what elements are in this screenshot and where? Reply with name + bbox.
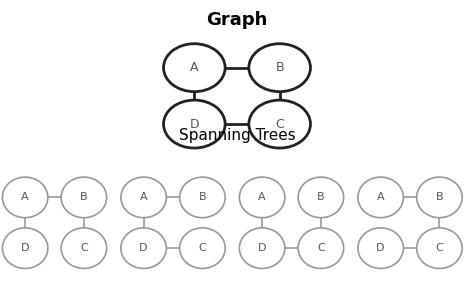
Ellipse shape: [61, 177, 107, 218]
Text: A: A: [190, 61, 199, 74]
Text: Graph: Graph: [206, 11, 268, 29]
Ellipse shape: [417, 177, 462, 218]
Text: B: B: [436, 192, 443, 202]
Text: B: B: [317, 192, 325, 202]
Ellipse shape: [2, 228, 48, 268]
Text: D: D: [376, 243, 385, 253]
Text: C: C: [436, 243, 443, 253]
Text: C: C: [199, 243, 206, 253]
Ellipse shape: [249, 100, 310, 148]
Text: C: C: [317, 243, 325, 253]
Ellipse shape: [298, 177, 344, 218]
Ellipse shape: [180, 228, 225, 268]
Ellipse shape: [180, 177, 225, 218]
Text: A: A: [140, 192, 147, 202]
Ellipse shape: [249, 44, 310, 92]
Text: B: B: [80, 192, 88, 202]
Text: B: B: [275, 61, 284, 74]
Ellipse shape: [358, 228, 403, 268]
Text: A: A: [258, 192, 266, 202]
Text: B: B: [199, 192, 206, 202]
Ellipse shape: [121, 177, 166, 218]
Text: D: D: [139, 243, 148, 253]
Text: D: D: [21, 243, 29, 253]
Ellipse shape: [61, 228, 107, 268]
Text: Spanning Trees: Spanning Trees: [179, 128, 295, 143]
Ellipse shape: [164, 100, 225, 148]
Ellipse shape: [2, 177, 48, 218]
Ellipse shape: [164, 44, 225, 92]
Ellipse shape: [417, 228, 462, 268]
Text: A: A: [21, 192, 29, 202]
Ellipse shape: [239, 228, 285, 268]
Ellipse shape: [358, 177, 403, 218]
Ellipse shape: [121, 228, 166, 268]
Text: C: C: [275, 118, 284, 131]
Ellipse shape: [298, 228, 344, 268]
Text: D: D: [190, 118, 199, 131]
Text: A: A: [377, 192, 384, 202]
Ellipse shape: [239, 177, 285, 218]
Text: D: D: [258, 243, 266, 253]
Text: C: C: [80, 243, 88, 253]
